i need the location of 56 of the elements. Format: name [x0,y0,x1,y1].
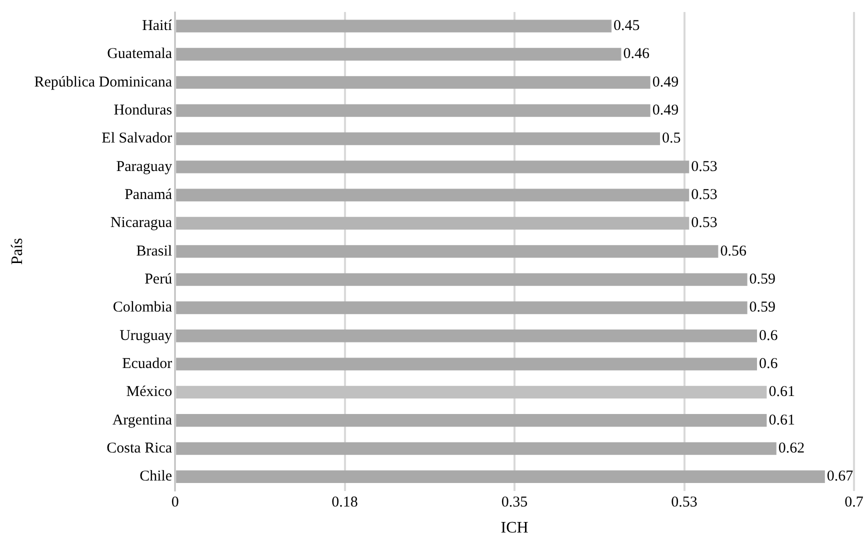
y-tick-label: Nicaragua [110,215,172,232]
y-tick-label: Costa Rica [106,440,172,456]
data-label: 0.49 [652,102,679,119]
x-tick-label: 0 [171,494,179,511]
y-tick-label: Brasil [136,243,172,260]
y-tick-label: Ecuador [122,356,172,372]
bar [176,442,776,455]
data-label: 0.5 [662,130,681,147]
bar [176,245,718,258]
x-tick-label: 0.18 [332,494,358,511]
data-label: 0.53 [691,187,718,204]
bar [176,76,650,89]
bar [176,273,748,286]
y-tick-label: México [126,384,172,400]
bar [176,414,767,427]
data-label: 0.45 [614,18,640,34]
bar [176,20,612,32]
y-tick-label: Colombia [112,300,172,316]
y-tick-label: Honduras [114,102,172,119]
data-label: 0.53 [691,215,718,232]
bar [176,358,758,370]
bar [176,104,650,117]
data-label: 0.46 [623,46,650,62]
y-axis-title: País [8,238,26,265]
bar [176,132,660,146]
data-label: 0.59 [749,272,776,288]
data-label: 0.67 [826,468,854,485]
y-tick-label: Chile [140,468,172,485]
data-label: 0.6 [759,328,778,344]
data-label: 0.56 [720,243,747,260]
y-tick-label: El Salvador [102,130,172,147]
y-tick-label: Paraguay [116,158,173,175]
y-tick-label: Argentina [112,412,172,428]
data-label: 0.53 [691,158,718,175]
bar [176,160,690,174]
y-tick-label: Panamá [124,187,172,204]
data-label: 0.61 [768,384,795,400]
data-label: 0.59 [749,300,776,316]
y-tick-label: República Dominicana [34,74,172,90]
y-tick-label: Haití [142,18,173,34]
y-tick-label: Guatemala [107,46,172,62]
y-tick-label: Perú [144,272,173,288]
bar [176,301,748,314]
bar [176,48,622,61]
x-tick-label: 0.53 [671,494,698,511]
bar [176,330,758,342]
bar [176,188,690,202]
x-axis-title: ICH [500,520,529,537]
x-tick-label: 0.35 [501,494,528,511]
bar [176,470,825,484]
x-tick-label: 0.7 [844,494,864,511]
y-tick-label: Uruguay [120,328,173,344]
data-label: 0.49 [652,74,679,90]
data-label: 0.62 [778,440,805,456]
data-label: 0.6 [759,356,778,372]
data-label: 0.61 [768,412,795,428]
